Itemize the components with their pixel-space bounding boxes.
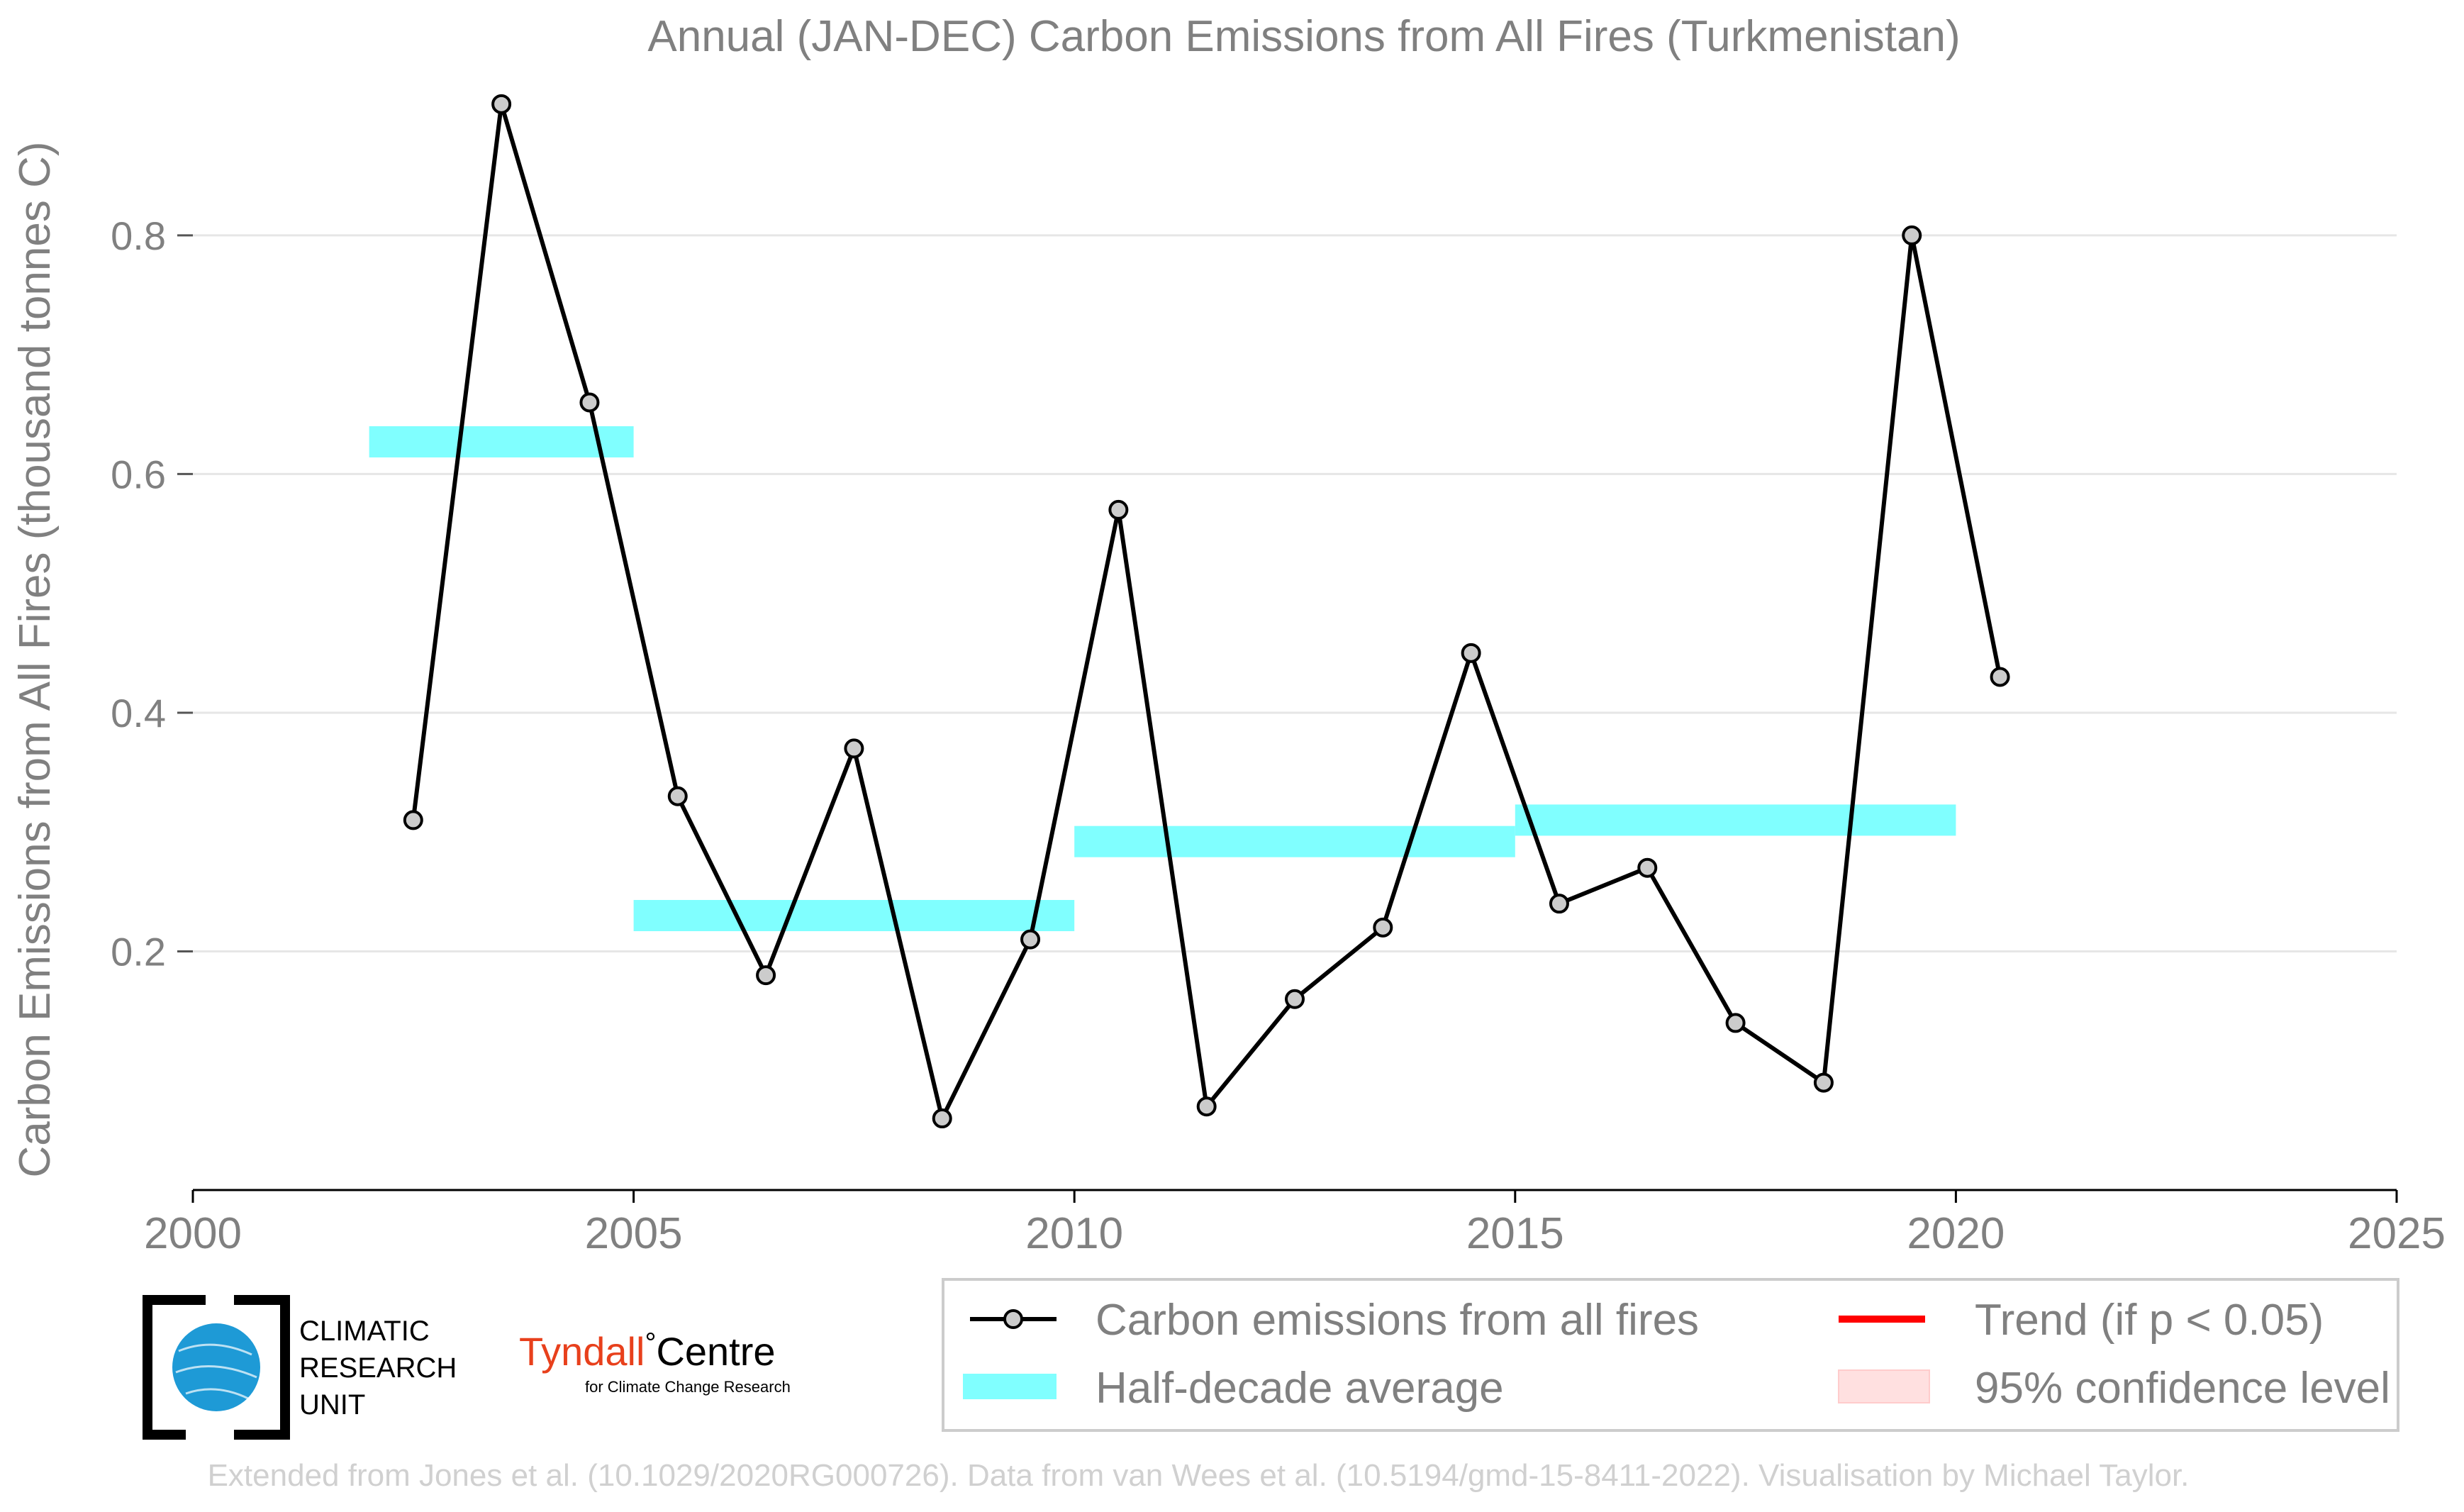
data-point bbox=[1373, 917, 1393, 938]
x-tick-label: 2015 bbox=[1466, 1209, 1564, 1258]
grid-lines bbox=[193, 234, 2397, 952]
y-tick-label: 0.6 bbox=[111, 452, 166, 496]
data-point bbox=[1725, 1013, 1746, 1033]
cru-bracket-right-icon bbox=[234, 1295, 290, 1440]
y-tick-label: 0.8 bbox=[111, 213, 166, 258]
tyndall-word: Tyndall bbox=[519, 1329, 645, 1374]
legend-label-confidence: 95% confidence level bbox=[1975, 1364, 2390, 1413]
series-line bbox=[411, 101, 2002, 1121]
legend-marker-emissions-icon bbox=[1003, 1309, 1023, 1329]
series-carbon-emissions bbox=[403, 94, 2010, 1129]
cru-logo: CLIMATIC RESEARCH UNIT bbox=[143, 1295, 457, 1440]
legend-label-emissions: Carbon emissions from all fires bbox=[1096, 1296, 1699, 1345]
half-decade-average-bands bbox=[369, 426, 1956, 931]
x-tick-label: 2010 bbox=[1025, 1209, 1123, 1258]
x-tick-label: 2005 bbox=[585, 1209, 683, 1258]
half-decade-band bbox=[1515, 804, 1956, 836]
x-tick-label: 2020 bbox=[1907, 1209, 2005, 1258]
legend-label-average: Half-decade average bbox=[1096, 1364, 1504, 1413]
tyndall-wordmark: Tyndall°Centre bbox=[519, 1328, 776, 1374]
footer-credit: Extended from Jones et al. (10.1029/2020… bbox=[208, 1458, 2190, 1493]
data-point bbox=[1461, 643, 1481, 663]
tyndall-centre-word: Centre bbox=[656, 1329, 775, 1374]
data-point bbox=[667, 786, 688, 806]
x-tick-label: 2025 bbox=[2348, 1209, 2446, 1258]
tyndall-subtitle: for Climate Change Research bbox=[585, 1378, 791, 1396]
cru-text-line2: RESEARCH bbox=[299, 1352, 457, 1384]
cru-text-line1: CLIMATIC bbox=[299, 1316, 430, 1347]
cru-text-line3: UNIT bbox=[299, 1389, 365, 1421]
data-point bbox=[1285, 989, 1305, 1009]
data-point bbox=[1196, 1096, 1217, 1117]
legend-frame bbox=[942, 1278, 2399, 1432]
chart-title: Annual (JAN-DEC) Carbon Emissions from A… bbox=[647, 12, 1960, 61]
cru-bracket-left-icon bbox=[143, 1295, 206, 1440]
data-point bbox=[1902, 225, 1922, 245]
y-axis: 0.2 0.4 0.6 0.8 bbox=[111, 213, 193, 974]
data-point bbox=[844, 738, 864, 759]
data-point bbox=[756, 965, 776, 986]
legend-label-trend: Trend (if p < 0.05) bbox=[1975, 1296, 2324, 1345]
legend: Carbon emissions from all fires Trend (i… bbox=[942, 1278, 2399, 1432]
half-decade-band bbox=[1074, 826, 1515, 857]
data-point bbox=[491, 94, 512, 114]
y-tick-label: 0.2 bbox=[111, 929, 166, 974]
y-axis-label: Carbon Emissions from All Fires (thousan… bbox=[11, 141, 60, 1177]
data-point bbox=[403, 810, 423, 830]
half-decade-band bbox=[633, 900, 1075, 931]
data-point bbox=[579, 392, 600, 413]
data-point bbox=[1549, 894, 1569, 914]
data-point bbox=[1990, 667, 2010, 687]
tyndall-logo: Tyndall°Centre for Climate Change Resear… bbox=[519, 1328, 791, 1396]
legend-band-average-icon bbox=[963, 1374, 1057, 1399]
legend-patch-confidence-icon bbox=[1838, 1369, 1930, 1403]
half-decade-band bbox=[369, 426, 634, 458]
x-tick-label: 2000 bbox=[144, 1209, 242, 1258]
data-point bbox=[1020, 929, 1041, 950]
data-point bbox=[1813, 1072, 1834, 1093]
data-point bbox=[1637, 857, 1658, 878]
data-point bbox=[1108, 499, 1129, 520]
tyndall-degree: ° bbox=[645, 1328, 656, 1359]
y-tick-label: 0.4 bbox=[111, 691, 166, 735]
x-axis: 2000 2005 2010 2015 2020 2025 bbox=[144, 1189, 2446, 1258]
cru-globe-lines-icon bbox=[175, 1343, 257, 1400]
data-point bbox=[932, 1108, 952, 1129]
